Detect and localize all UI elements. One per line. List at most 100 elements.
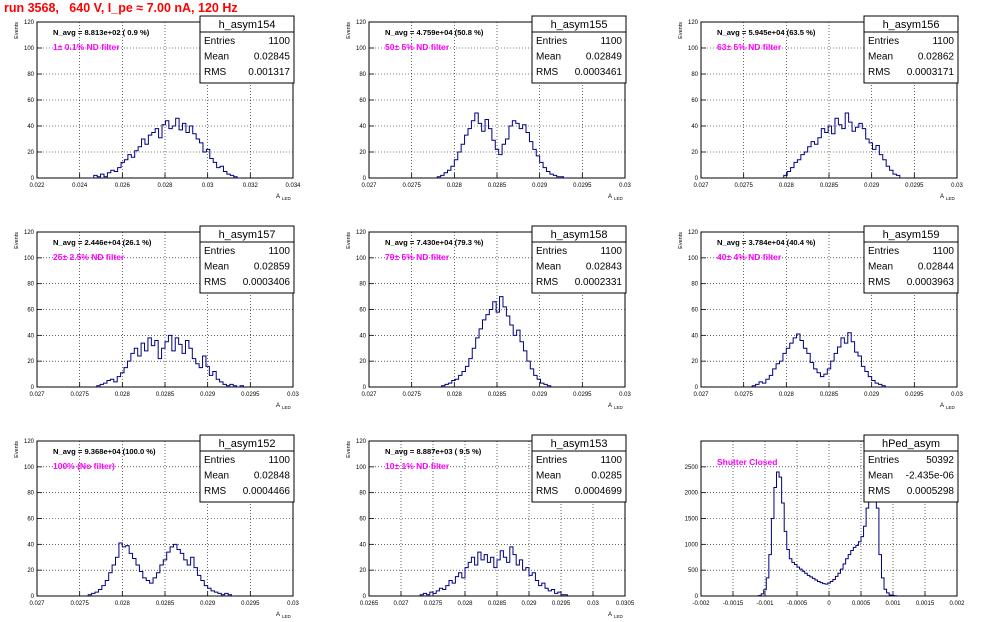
filter-label: Shutter Closed (717, 457, 777, 467)
y-axis-label: Events (14, 232, 20, 249)
y-tick-label: 0 (31, 385, 35, 391)
stats-value-mean: 0.02859 (254, 262, 291, 273)
navg-label: N_avg = 7.430e+04 (79.3 %) (385, 238, 484, 247)
x-tick-label: 0.0295 (241, 392, 260, 398)
stats-box: h_asym154 Entries 1100 Mean 0.02845 RMS 0.0013… (199, 15, 295, 84)
stats-box-frame (531, 225, 627, 294)
stats-key-entries: Entries (536, 36, 567, 47)
y-tick-label: 20 (27, 359, 34, 365)
x-tick-label: 0.0275 (402, 392, 421, 398)
x-tick-label: 0.0285 (156, 392, 175, 398)
stats-box: h_asym156 Entries 1100 Mean 0.02862 RMS 0.0003… (863, 15, 959, 84)
x-tick-label: 0.032 (243, 183, 259, 189)
y-tick-label: 40 (359, 333, 366, 339)
histogram-panel-h_asym156: 0.027 0.0275 0.028 0.0285 0.029 0.0295 0.03 0 20… (678, 15, 963, 201)
filter-label: 50± 5% ND filter (385, 42, 450, 52)
stats-key-mean: Mean (204, 471, 229, 482)
histogram-panel-hPed_asym: -0.002 -0.0015 -0.001 -0.0005 0 0.0005 0.001 0.… (685, 434, 965, 607)
x-tick-label: 0.03 (619, 183, 631, 189)
x-tick-label: 0.03 (951, 392, 963, 398)
stats-title: h_asym156 (883, 19, 940, 31)
x-tick-label: 0.026 (115, 183, 131, 189)
y-tick-label: 1500 (685, 517, 699, 523)
y-tick-label: 0 (31, 594, 35, 600)
histogram-line (419, 546, 568, 596)
x-tick-label: 0.0275 (70, 392, 89, 398)
x-tick-label: 0.0285 (488, 183, 507, 189)
x-tick-label: 0.0285 (820, 392, 839, 398)
stats-value-mean: 0.0285 (591, 471, 622, 482)
y-tick-label: 120 (688, 20, 699, 26)
x-tick-label: -0.0005 (787, 601, 808, 607)
stats-value-entries: 1100 (932, 36, 954, 47)
stats-value-entries: 50392 (926, 455, 954, 466)
x-tick-label: 0.027 (29, 601, 45, 607)
x-axis-label: A (608, 403, 612, 409)
x-tick-label: 0.03 (587, 601, 599, 607)
stats-box-frame (531, 15, 627, 84)
y-tick-label: 0 (363, 385, 367, 391)
x-tick-label: 0.029 (532, 183, 548, 189)
x-tick-label: 0.0005 (852, 601, 871, 607)
y-axis-label: Events (346, 22, 352, 39)
stats-value-entries: 1100 (600, 246, 622, 257)
navg-label: N_avg = 9.368e+04 (100.0 %) (53, 447, 156, 456)
stats-key-rms: RMS (868, 486, 891, 497)
stats-title: h_asym155 (551, 19, 608, 31)
plot-frame (368, 440, 626, 597)
stats-key-mean: Mean (204, 52, 229, 63)
y-tick-label: 120 (356, 20, 367, 26)
y-tick-label: 20 (359, 150, 366, 156)
stats-key-mean: Mean (868, 262, 893, 273)
plot-frame (700, 440, 958, 597)
y-tick-label: 120 (688, 230, 699, 236)
y-tick-label: 20 (27, 568, 34, 574)
x-tick-label: 0.0295 (905, 392, 924, 398)
y-tick-label: 60 (359, 98, 366, 104)
x-tick-label: 0.03 (202, 183, 214, 189)
y-tick-label: 100 (24, 256, 35, 262)
stats-key-entries: Entries (536, 246, 567, 257)
y-tick-label: 80 (691, 282, 698, 288)
y-tick-label: 40 (691, 333, 698, 339)
x-axis-label-subscript: LED (282, 196, 292, 201)
stats-key-rms: RMS (536, 486, 559, 497)
histogram-line (96, 334, 245, 388)
stats-value-rms: 0.0003461 (575, 67, 623, 78)
x-tick-label: 0.024 (72, 183, 88, 189)
stats-value-entries: 1100 (268, 246, 290, 257)
filter-label: 1± 0.1% ND filter (53, 42, 120, 52)
x-tick-label: 0.028 (157, 183, 173, 189)
y-axis-label: Events (346, 232, 352, 249)
x-tick-label: 0.028 (457, 601, 473, 607)
histogram-panel-h_asym155: 0.027 0.0275 0.028 0.0285 0.029 0.0295 0.03 0 20… (346, 15, 631, 201)
stats-key-rms: RMS (204, 277, 227, 288)
y-tick-label: 40 (27, 542, 34, 548)
stats-value-rms: 0.0004699 (575, 486, 623, 497)
x-tick-label: 0.022 (29, 183, 45, 189)
y-tick-label: 40 (27, 333, 34, 339)
x-tick-label: 0.0295 (573, 183, 592, 189)
y-tick-label: 60 (27, 308, 34, 314)
navg-label: N_avg = 8.813e+02 ( 0.9 %) (53, 28, 150, 37)
stats-value-rms: 0.0003171 (907, 67, 955, 78)
stats-key-mean: Mean (536, 471, 561, 482)
x-tick-label: 0.0265 (360, 601, 379, 607)
navg-label: N_avg = 4.759e+04 (50.8 %) (385, 28, 484, 37)
histogram-panel-h_asym159: 0.027 0.0275 0.028 0.0285 0.029 0.0295 0.03 0 20… (678, 225, 963, 410)
x-tick-label: 0.028 (115, 392, 131, 398)
navg-label: N_avg = 8.887e+03 ( 9.5 %) (385, 447, 482, 456)
y-axis-label: Events (14, 441, 20, 458)
x-tick-label: 0.0015 (916, 601, 935, 607)
y-tick-label: 120 (24, 439, 35, 445)
x-tick-label: 0.027 (693, 392, 709, 398)
stats-box: h_asym157 Entries 1100 Mean 0.02859 RMS 0.0003… (199, 225, 295, 294)
y-tick-label: 0 (695, 176, 699, 182)
x-tick-label: 0.029 (864, 183, 880, 189)
y-tick-label: 80 (691, 72, 698, 78)
stats-key-rms: RMS (204, 67, 227, 78)
stats-key-mean: Mean (536, 52, 561, 63)
x-tick-label: 0.03 (951, 183, 963, 189)
y-axis-label: Events (14, 22, 20, 39)
